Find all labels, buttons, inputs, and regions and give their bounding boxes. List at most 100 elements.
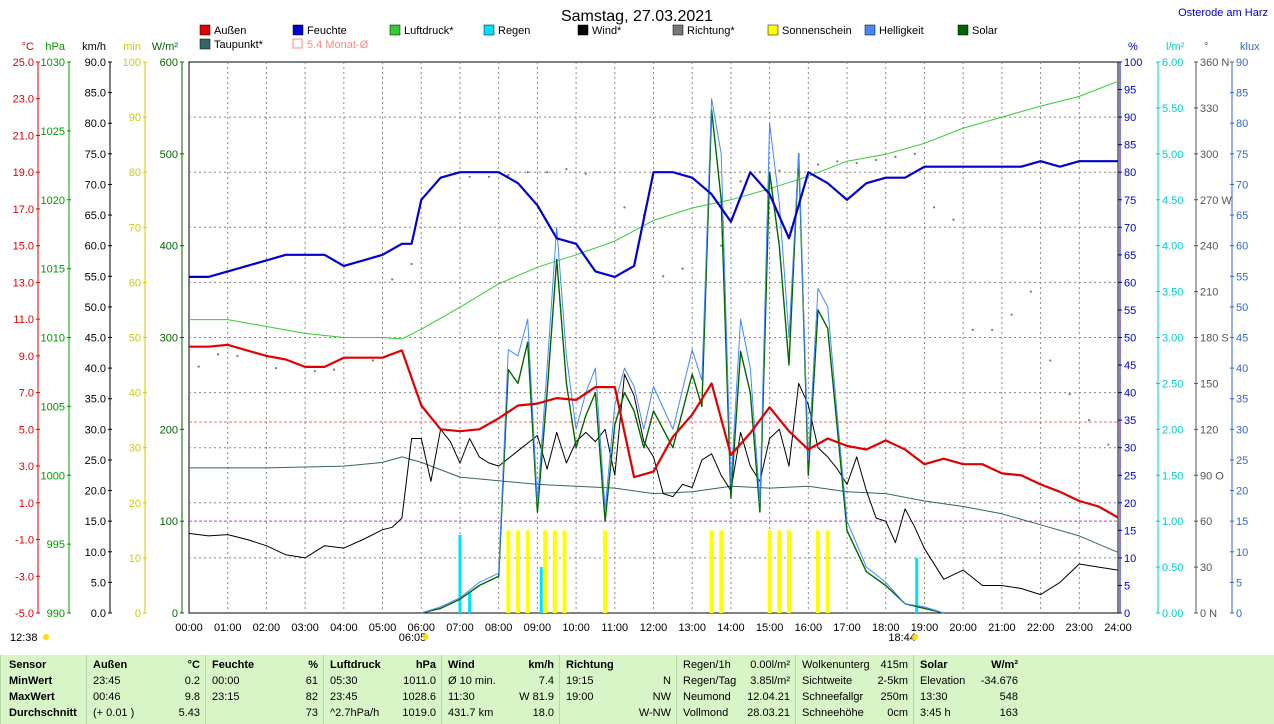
bar-sonnenschein [719,530,724,613]
point-richtung [584,172,587,175]
axis-tick-left: 10 [129,553,141,565]
point-richtung [333,368,336,371]
axis-tick-right: 75 [1236,149,1248,161]
point-richtung [1010,313,1013,316]
axis-tick-right: 2.00 [1162,424,1183,436]
axis-tick-right: 5.50 [1162,103,1183,115]
axis-tick-right: 0.00 [1162,608,1183,620]
axis-tick-left: 90 [129,112,141,124]
x-tick-label: 15:00 [756,622,784,634]
stats-cell-value: 548 [999,691,1018,703]
axis-tick-left: 0 [172,608,178,620]
stats-column: Außen °C 23:45 0.2 00:46 9.8 (+ 0.01 ) 5.43 [86,655,206,724]
axis-tick-right: 5.00 [1162,149,1183,161]
axis-tick-left: 80 [129,167,141,179]
stats-cell-value: 7.4 [538,675,554,687]
axis-tick-left: 600 [160,57,178,69]
axis-tick-right: 4.50 [1162,195,1183,207]
stats-row-label: MaxWert [9,691,55,703]
axis-tick-left: 30 [129,443,141,455]
stats-cell-label: Neumond [683,691,731,703]
point-richtung [236,354,239,357]
point-richtung [410,262,413,266]
axis-tick-right: 300 [1200,149,1218,161]
point-richtung [274,367,278,370]
point-richtung [1107,443,1110,446]
right-axes: %100959085807570656055504540353025201510… [1118,41,1260,620]
stats-cell-label: 3:45 h [920,707,951,719]
axis-tick-left: 1025 [41,126,65,138]
axis-tick-right: 60 [1236,241,1248,253]
location-label[interactable]: Osterode am Harz [1178,7,1268,19]
axis-unit-right: ° [1204,41,1208,53]
axis-tick-left: 19.0 [13,167,34,179]
axis-tick-right: 0 N [1200,608,1217,620]
axis-tick-left: 100 [160,516,178,528]
legend: Außen Taupunkt* Feuchte 5.4 Monat-Ø Luftdruc… [199,24,998,51]
stats-cell-value: 1028.6 [402,691,436,703]
legend-swatch [957,24,969,36]
axis-tick-left: 20.0 [85,486,106,498]
point-richtung [526,171,529,174]
axis-tick-right: 5 [1124,580,1130,592]
axis-tick-right: 15 [1124,525,1136,537]
stats-cell-value: 9.8 [184,691,200,703]
stats-header: Solar [920,659,948,671]
line-außen [189,343,1119,519]
bar-regen [539,567,543,613]
stats-cell-value: W 81.9 [519,691,554,703]
stats-column: Wolkenunterg 415m Sichtweite 2-5km Schneefal… [795,655,914,724]
axis-unit-right: % [1128,41,1138,53]
left-axes: °C 25.0 23.0 21.0 19.0 17.0 15.0 13.0 11.0 9.0 7.0… [13,41,184,620]
legend-label: Außen [214,25,246,37]
stats-cell-label: Ø 10 min. [448,675,496,687]
stats-cell-label: 23:45 [330,691,358,703]
stats-cell-label: Schneefallgr [802,691,864,703]
axis-tick-left: 500 [160,149,178,161]
stats-cell-value: -34.676 [980,675,1018,687]
axis-tick-right: 1.00 [1162,516,1183,528]
axis-tick-right: 2.50 [1162,378,1183,390]
axis-tick-left: 80.0 [85,118,106,130]
axis-tick-left: 100 [123,57,141,69]
legend-label: Richtung* [687,25,735,37]
axis-unit-left: min [123,41,141,53]
x-tick-label: 08:00 [485,622,513,634]
chart-title: Samstag, 27.03.2021 [561,8,713,25]
point-richtung [623,206,626,209]
point-richtung [1049,359,1052,362]
bar-sonnenschein [552,530,557,613]
axis-tick-right: 270 W [1200,195,1232,207]
stats-column: Solar W/m² Elevation -34.676 13:30 548 3:45 h 1… [913,655,1024,724]
axis-tick-right: 45 [1236,333,1248,345]
x-tick-label: 01:00 [214,622,242,634]
stats-cell-value: 82 [305,691,318,703]
stats-cell-value: 5.43 [178,707,200,719]
axis-tick-left: 1030 [41,57,65,69]
bar-sonnenschein [767,530,772,613]
axis-tick-left: 60 [129,277,141,289]
axis-tick-left: 990 [47,608,65,620]
stats-cell-value: 73 [305,707,318,719]
bar-regen [458,534,462,613]
series-layer [188,80,1119,614]
stats-column: Wind km/h Ø 10 min. 7.4 11:30 W 81.9 431.7 km 1… [441,655,560,724]
axis-tick-right: 4.00 [1162,241,1183,253]
axis-tick-left: 13.0 [13,277,34,289]
stats-cell-label: Sichtweite [802,675,853,687]
line-luftdruck [189,80,1119,340]
axis-tick-left: 21.0 [13,130,34,142]
axis-tick-left: 50 [129,333,141,345]
point-richtung [913,152,916,155]
bar-sonnenschein [777,530,782,613]
axis-tick-right: 50 [1124,333,1136,345]
axis-tick-right: 85 [1124,140,1136,152]
point-richtung [720,244,723,247]
axis-tick-right: 85 [1236,88,1248,100]
stats-cell-value: 28.03.21 [747,707,790,719]
axis-tick-right: 0.50 [1162,562,1183,574]
stats-cell-value: 61 [305,675,318,687]
axis-tick-left: 60.0 [85,241,106,253]
axis-tick-right: 90 [1236,57,1248,69]
point-richtung [758,171,762,174]
